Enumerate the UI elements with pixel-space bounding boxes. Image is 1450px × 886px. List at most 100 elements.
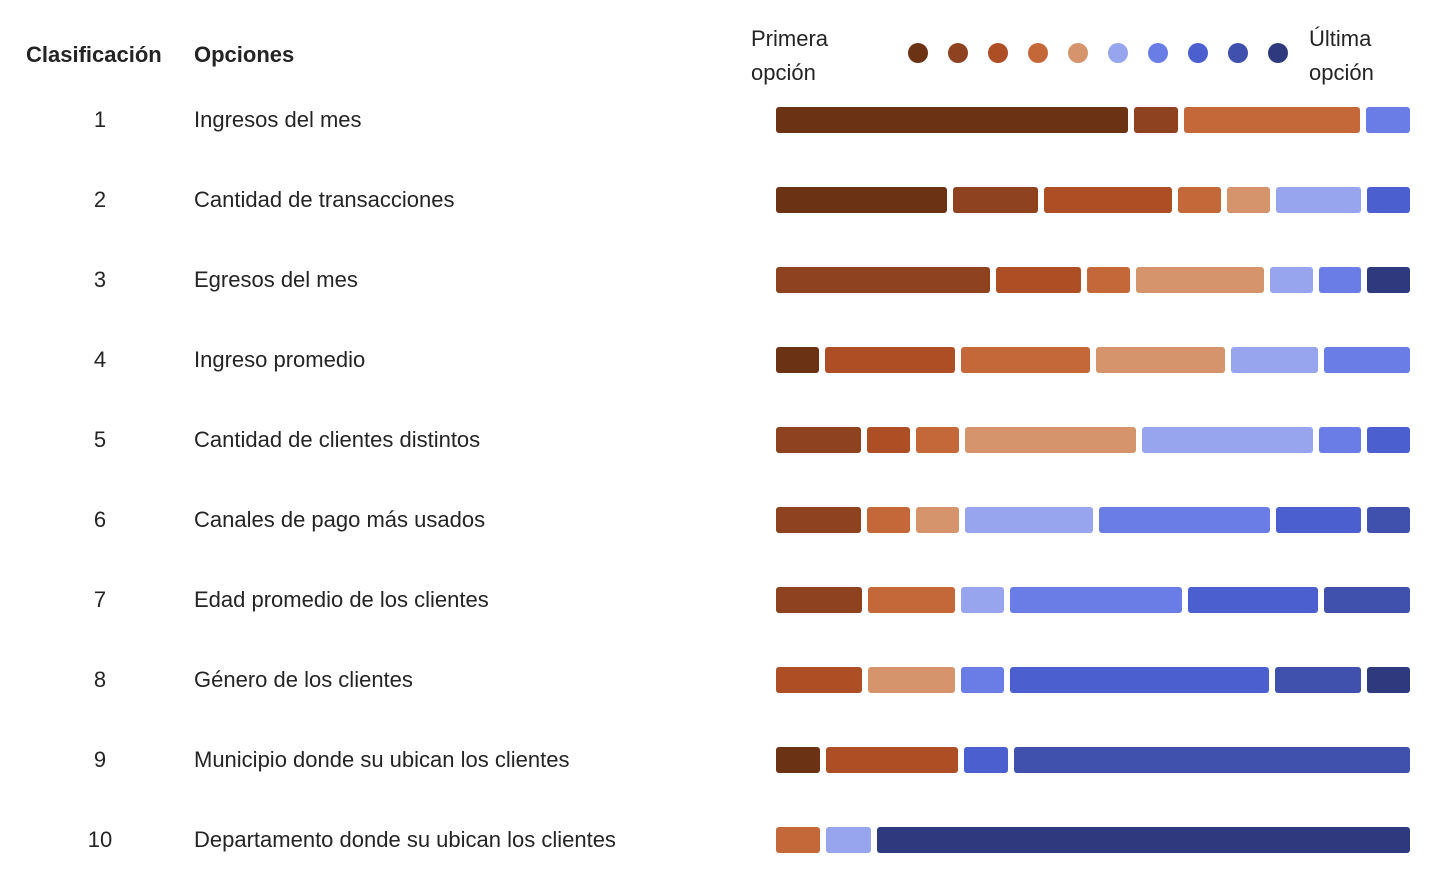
- rank-number: 8: [93, 667, 107, 692]
- option-label: Departamento donde su ubican los cliente…: [194, 827, 616, 852]
- legend-dot-9: [1228, 43, 1248, 63]
- bar-segment-level-7[interactable]: [1318, 267, 1362, 293]
- bar-segment-level-5[interactable]: [1135, 267, 1264, 293]
- ranking-row: 10 Departamento donde su ubican los clien…: [0, 820, 1450, 860]
- bar-segment-level-1[interactable]: [776, 747, 820, 773]
- bar-segment-level-8[interactable]: [1009, 667, 1269, 693]
- bar-segment-level-4[interactable]: [776, 827, 821, 853]
- legend-first-label: Primera opción: [751, 26, 829, 85]
- bar-segment-level-5[interactable]: [916, 507, 959, 533]
- bar-segment-level-10[interactable]: [1367, 267, 1410, 293]
- bar-segment-level-4[interactable]: [1178, 187, 1222, 213]
- stacked-bar[interactable]: [776, 187, 1410, 213]
- bar-segment-level-1[interactable]: [776, 187, 947, 213]
- option-label: Canales de pago más usados: [194, 507, 486, 532]
- bar-segment-level-2[interactable]: [776, 587, 863, 613]
- bar-segment-level-8[interactable]: [1367, 427, 1410, 453]
- options-column-header: Opciones: [194, 42, 295, 67]
- option-label: Cantidad de transacciones: [194, 187, 455, 212]
- bar-segment-level-3[interactable]: [776, 667, 863, 693]
- option-label: Ingresos del mes: [194, 107, 362, 132]
- bar-segment-level-3[interactable]: [867, 427, 911, 453]
- legend-dot-5: [1068, 43, 1088, 63]
- ranking-row: 5 Cantidad de clientes distintos: [0, 420, 1450, 460]
- bar-segment-level-9[interactable]: [1274, 667, 1361, 693]
- bar-segment-level-9[interactable]: [1367, 507, 1410, 533]
- bar-segment-level-8[interactable]: [964, 747, 1008, 773]
- bar-segment-level-2[interactable]: [776, 267, 990, 293]
- bar-segment-level-8[interactable]: [1275, 507, 1362, 533]
- ranking-row: 8 Género de los clientes: [0, 660, 1450, 700]
- bar-segment-level-10[interactable]: [876, 827, 1410, 853]
- bar-segment-level-6[interactable]: [960, 587, 1004, 613]
- bar-segment-level-4[interactable]: [867, 507, 911, 533]
- stacked-bar[interactable]: [776, 427, 1410, 453]
- bar-segment-level-6[interactable]: [1231, 347, 1318, 373]
- bar-segment-level-6[interactable]: [1269, 267, 1313, 293]
- bar-segment-level-7[interactable]: [1323, 347, 1410, 373]
- bar-segment-level-6[interactable]: [826, 827, 871, 853]
- bar-segment-level-7[interactable]: [960, 667, 1004, 693]
- legend-dot-4: [1028, 43, 1048, 63]
- rank-number: 1: [93, 107, 107, 132]
- bar-segment-level-9[interactable]: [1323, 587, 1410, 613]
- rank-number: 9: [93, 747, 107, 772]
- bar-segment-level-1[interactable]: [776, 107, 1128, 133]
- rank-number: 7: [93, 587, 107, 612]
- bar-segment-level-6[interactable]: [1141, 427, 1313, 453]
- bar-segment-level-4[interactable]: [916, 427, 959, 453]
- option-label: Edad promedio de los clientes: [194, 587, 489, 612]
- bar-segment-level-4[interactable]: [868, 587, 955, 613]
- bar-segment-level-3[interactable]: [825, 347, 955, 373]
- bar-segment-level-7[interactable]: [1099, 507, 1270, 533]
- bar-segment-level-4[interactable]: [1087, 267, 1130, 293]
- stacked-bar[interactable]: [776, 347, 1410, 373]
- bar-segment-level-8[interactable]: [1367, 187, 1410, 213]
- legend-dot-1: [908, 43, 928, 63]
- bar-segment-level-7[interactable]: [1366, 107, 1410, 133]
- bar-segment-level-5[interactable]: [964, 427, 1136, 453]
- bar-segment-level-7[interactable]: [1009, 587, 1183, 613]
- bar-segment-level-2[interactable]: [952, 187, 1039, 213]
- bar-segment-level-5[interactable]: [1096, 347, 1226, 373]
- ranking-row: 2 Cantidad de transacciones: [0, 180, 1450, 220]
- legend-last-label: Última opción: [1309, 26, 1374, 85]
- stacked-bar[interactable]: [776, 507, 1410, 533]
- bar-segment-level-3[interactable]: [1044, 187, 1173, 213]
- bar-segment-level-10[interactable]: [1366, 667, 1410, 693]
- option-label: Ingreso promedio: [194, 347, 366, 372]
- option-label: Género de los clientes: [194, 667, 413, 692]
- stacked-bar[interactable]: [776, 827, 1410, 853]
- bar-segment-level-2[interactable]: [776, 427, 862, 453]
- bar-segment-level-7[interactable]: [1318, 427, 1362, 453]
- bar-segment-level-6[interactable]: [964, 507, 1093, 533]
- legend-dot-8: [1188, 43, 1208, 63]
- rank-number: 4: [93, 347, 107, 372]
- rank-number: 6: [93, 507, 107, 532]
- bar-segment-level-1[interactable]: [776, 347, 820, 373]
- bar-segment-level-5[interactable]: [868, 667, 955, 693]
- stacked-bar[interactable]: [776, 107, 1410, 133]
- bar-segment-level-4[interactable]: [960, 347, 1090, 373]
- ranking-row: 7 Edad promedio de los clientes: [0, 580, 1450, 620]
- option-label: Egresos del mes: [194, 267, 358, 292]
- bar-segment-level-6[interactable]: [1275, 187, 1362, 213]
- legend-dot-2: [948, 43, 968, 63]
- legend-color-scale: [908, 43, 1292, 63]
- rank-number: 10: [87, 827, 113, 852]
- bar-segment-level-3[interactable]: [995, 267, 1081, 293]
- bar-segment-level-9[interactable]: [1014, 747, 1410, 773]
- stacked-bar[interactable]: [776, 667, 1410, 693]
- option-label: Cantidad de clientes distintos: [194, 427, 481, 452]
- stacked-bar[interactable]: [776, 747, 1410, 773]
- bar-segment-level-3[interactable]: [826, 747, 958, 773]
- stacked-bar[interactable]: [776, 587, 1410, 613]
- ranking-row: 6 Canales de pago más usados: [0, 500, 1450, 540]
- bar-segment-level-8[interactable]: [1188, 587, 1318, 613]
- rank-number: 5: [93, 427, 107, 452]
- bar-segment-level-4[interactable]: [1184, 107, 1360, 133]
- stacked-bar[interactable]: [776, 267, 1410, 293]
- bar-segment-level-2[interactable]: [776, 507, 862, 533]
- bar-segment-level-2[interactable]: [1134, 107, 1178, 133]
- bar-segment-level-5[interactable]: [1227, 187, 1270, 213]
